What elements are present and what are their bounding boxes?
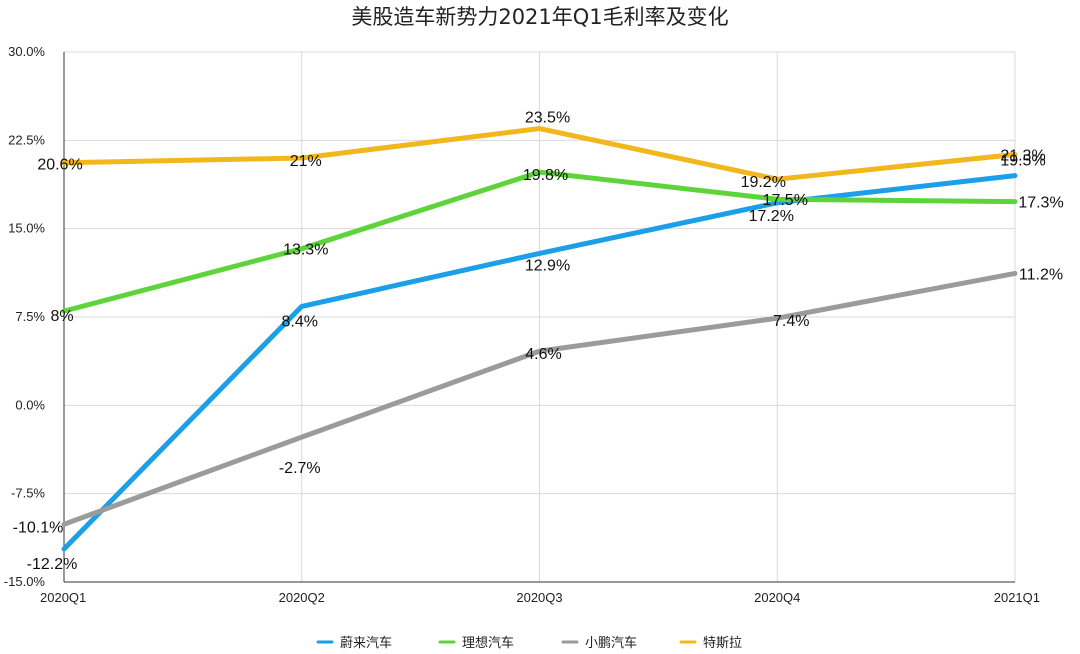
y-tick-label: 15.0%	[8, 221, 45, 236]
data-label: 19.2%	[741, 174, 786, 191]
legend-item: 特斯拉	[679, 636, 742, 651]
x-tick-label: 2020Q4	[754, 590, 800, 605]
legend-item: 理想汽车	[438, 635, 514, 651]
data-label: 17.2%	[749, 208, 794, 225]
axis-layer: 30.0% 22.5% 15.0% 7.5% 0.0% -7.5% -15.0%2020Q1…	[4, 44, 1040, 605]
data-label: 13.3%	[283, 242, 328, 259]
data-label: 8.4%	[282, 313, 318, 330]
y-tick-label: 22.5%	[8, 132, 45, 147]
legend-label: 特斯拉	[703, 636, 742, 651]
legend-label: 理想汽车	[462, 635, 514, 651]
series-layer	[61, 126, 1018, 552]
data-label: -10.1%	[13, 519, 64, 536]
y-tick-label: 30.0%	[8, 44, 45, 59]
data-label: 12.9%	[525, 257, 570, 274]
series-line-1	[61, 173, 1018, 552]
data-label: 19.8%	[523, 167, 568, 184]
data-label: -2.7%	[279, 460, 321, 477]
y-tick-label: -7.5%	[11, 486, 45, 501]
data-label: 4.6%	[525, 346, 561, 363]
data-label: -12.2%	[27, 556, 78, 573]
data-label: 21.3%	[1000, 147, 1045, 164]
data-label: 17.3%	[1018, 195, 1063, 212]
data-label: 8%	[50, 308, 73, 325]
series-line-3	[61, 270, 1018, 527]
legend-item: 蔚来汽车	[316, 635, 392, 651]
data-label: 20.6%	[37, 157, 82, 174]
legend-label: 小鹏汽车	[585, 635, 637, 651]
x-tick-label: 2021Q1	[994, 590, 1040, 605]
x-tick-label: 2020Q3	[516, 590, 562, 605]
data-label: 11.2%	[1019, 266, 1063, 283]
data-label: 7.4%	[773, 313, 809, 330]
y-tick-label: -15.0%	[4, 574, 46, 589]
grid-layer	[64, 51, 1016, 582]
x-tick-label: 2020Q1	[40, 590, 86, 605]
series-line-2	[61, 169, 1018, 314]
series-line-4	[61, 126, 1018, 182]
data-label: 19.5%	[1000, 153, 1045, 170]
data-label: 21%	[290, 153, 322, 170]
data-label: 23.5%	[525, 110, 570, 127]
legend-label: 蔚来汽车	[340, 635, 392, 651]
chart-title: 美股造车新势力2021年Q1毛利率及变化	[351, 5, 728, 29]
data-label: 17.5%	[763, 192, 808, 209]
x-tick-label: 2020Q2	[279, 590, 325, 605]
legend-item: 小鹏汽车	[561, 635, 637, 651]
legend: 蔚来汽车 理想汽车 小鹏汽车 特斯拉	[316, 635, 742, 651]
label-layer: -12.2% 8.4% 12.9% 17.2% 19.5% 8% 13.3% 19.8% 17.…	[13, 110, 1064, 573]
y-tick-label: 7.5%	[15, 309, 45, 324]
y-tick-label: 0.0%	[15, 397, 45, 412]
